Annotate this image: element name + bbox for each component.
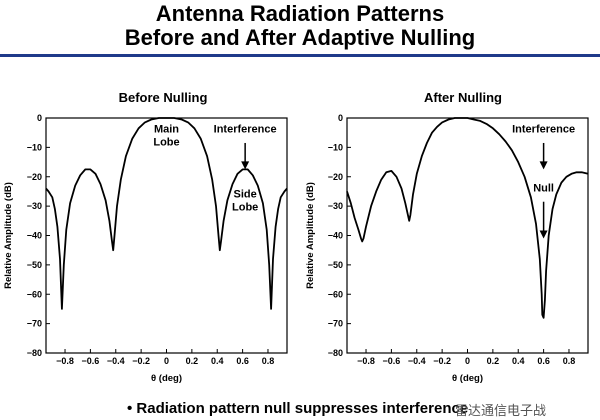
y-tick-label: −10 — [27, 142, 42, 152]
y-tick-label: −40 — [27, 231, 42, 241]
chart-title: Before Nulling — [119, 90, 208, 105]
y-tick-label: −30 — [328, 201, 343, 211]
arrow-head — [539, 161, 548, 170]
annotation-text: Main Lobe — [153, 124, 179, 149]
plot-frame — [45, 117, 288, 354]
x-tick-label: −0.8 — [357, 356, 375, 366]
y-axis-label: Relative Amplitude (dB) — [305, 182, 316, 289]
x-axis-label: θ (deg) — [452, 373, 483, 384]
y-tick-label: −20 — [27, 172, 42, 182]
y-tick-label: −10 — [328, 142, 343, 152]
arrow-head — [539, 230, 548, 239]
annotation-line: Lobe — [232, 201, 258, 213]
annotation-line: Interference — [214, 124, 277, 136]
pattern-curve — [346, 117, 589, 319]
x-tick-label: 0.6 — [537, 356, 550, 366]
x-tick-label: 0.2 — [487, 356, 500, 366]
plot-frame — [346, 117, 589, 354]
footer-bullet-text: • Radiation pattern null suppresses inte… — [127, 400, 469, 417]
after-nulling-chart: After Nulling 0 −10 −20 −30 −40 −50 −60 −70 −80 −0… — [305, 90, 589, 384]
x-tick-label: 0.2 — [186, 356, 199, 366]
chart-title: After Nulling — [424, 90, 502, 105]
y-tick-label: −40 — [328, 231, 343, 241]
y-tick-label: −80 — [328, 348, 343, 358]
annotation-text: Interference — [214, 124, 277, 136]
annotation-text: Side Lobe — [232, 188, 258, 213]
annotation-text: Interference — [512, 124, 575, 136]
x-axis-label: θ (deg) — [151, 373, 182, 384]
title-line-1: Antenna Radiation Patterns — [155, 1, 445, 26]
title-line-2: Before and After Adaptive Nulling — [124, 25, 476, 50]
y-axis-label: Relative Amplitude (dB) — [3, 182, 14, 289]
annotation-line: Interference — [512, 124, 575, 136]
annotation-line: Null — [533, 182, 554, 194]
y-tick-label: −50 — [27, 260, 42, 270]
y-tick-label: −60 — [328, 289, 343, 299]
x-tick-label: −0.2 — [132, 356, 150, 366]
x-tick-label: −0.2 — [433, 356, 451, 366]
x-tick-label: 0.8 — [262, 356, 275, 366]
y-tick-label: −30 — [27, 201, 42, 211]
title-divider — [0, 54, 600, 57]
x-tick-label: −0.6 — [82, 356, 100, 366]
y-tick-label: −60 — [27, 289, 42, 299]
y-tick-label: −20 — [328, 172, 343, 182]
x-tick-label: −0.8 — [56, 356, 74, 366]
before-nulling-chart: Before Nulling 0 −10 −20 −30 −40 −50 −60 −70 −80 −… — [3, 90, 288, 384]
x-tick-label: 0.6 — [236, 356, 249, 366]
x-tick-label: 0 — [164, 356, 169, 366]
x-tick-label: 0 — [465, 356, 470, 366]
y-tick-label: −70 — [27, 319, 42, 329]
y-tick-label: 0 — [338, 113, 343, 123]
x-tick-label: 0.8 — [563, 356, 576, 366]
y-tick-label: −80 — [27, 348, 42, 358]
y-tick-label: −50 — [328, 260, 343, 270]
slide-title: Antenna Radiation Patterns Before and Af… — [0, 2, 600, 50]
x-tick-label: −0.6 — [383, 356, 401, 366]
x-tick-label: 0.4 — [211, 356, 224, 366]
x-tick-label: −0.4 — [408, 356, 426, 366]
annotation-line: Lobe — [153, 137, 179, 149]
watermark: 雷达通信电子战 — [455, 403, 547, 418]
arrow-head — [241, 161, 250, 170]
annotation-text: Null — [533, 182, 554, 194]
x-tick-label: −0.4 — [107, 356, 125, 366]
y-tick-label: 0 — [37, 113, 42, 123]
annotation-line: Main — [154, 124, 179, 136]
annotation-line: Side — [234, 188, 257, 200]
y-tick-label: −70 — [328, 319, 343, 329]
pattern-curve — [45, 117, 288, 310]
x-tick-label: 0.4 — [512, 356, 525, 366]
